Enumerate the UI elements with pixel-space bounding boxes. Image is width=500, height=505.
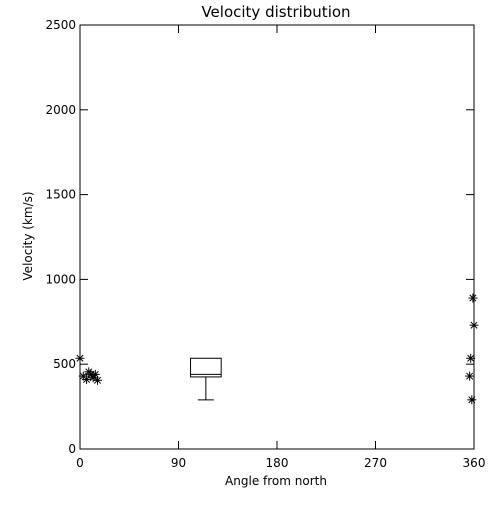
- y-tick-label: 1000: [45, 272, 76, 286]
- data-point: [466, 353, 476, 363]
- plot-frame: [79, 24, 475, 450]
- y-tick-label: 1500: [45, 188, 76, 202]
- x-tick-label: 90: [171, 456, 186, 470]
- data-point: [468, 293, 478, 303]
- chart-title: Velocity distribution: [201, 3, 350, 21]
- data-point: [467, 395, 477, 405]
- data-point: [75, 353, 85, 363]
- y-tick-label: 2500: [45, 18, 76, 32]
- y-tick-label: 2000: [45, 103, 76, 117]
- axis-ticks: 0 90 180 270 360 0 500 1000 1500 2000 2500: [45, 18, 485, 470]
- data-point: [90, 369, 100, 379]
- data-point: [465, 371, 475, 381]
- data-point: [469, 320, 479, 330]
- x-tick-label: 270: [364, 456, 387, 470]
- x-tick-label: 360: [463, 456, 486, 470]
- data-point: [93, 375, 103, 385]
- data-point: [82, 374, 92, 384]
- y-tick-label: 0: [68, 442, 76, 456]
- data-points: [75, 293, 479, 405]
- x-tick-label: 0: [76, 456, 84, 470]
- x-tick-label: 180: [266, 456, 289, 470]
- y-axis-label: Velocity (km/s): [21, 191, 35, 280]
- box-plot: [190, 357, 222, 401]
- y-tick-label: 500: [53, 357, 76, 371]
- x-axis-label: Angle from north: [225, 474, 327, 488]
